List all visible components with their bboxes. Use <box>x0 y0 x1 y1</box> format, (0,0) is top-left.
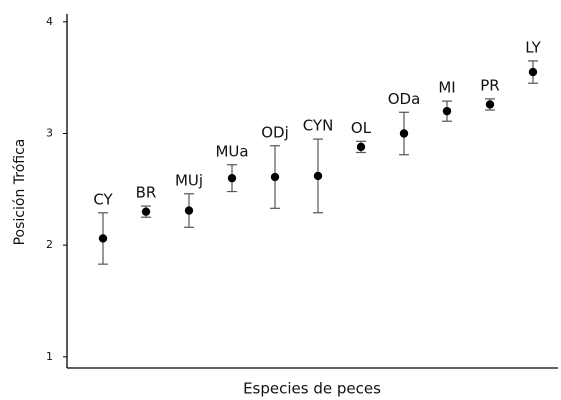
point <box>313 171 323 181</box>
point-label: ODa <box>388 90 421 108</box>
point-label: LY <box>525 38 541 56</box>
point <box>184 206 194 215</box>
point-label: MUa <box>215 142 248 160</box>
point-label: PR <box>480 76 499 94</box>
point <box>485 100 495 109</box>
point <box>399 129 409 138</box>
point-label: MUj <box>175 171 203 189</box>
y-tick-label: 2 <box>46 238 53 251</box>
y-tick-label: 3 <box>46 126 53 139</box>
point <box>442 106 452 116</box>
point <box>528 67 538 77</box>
y-tick-label: 1 <box>46 350 53 363</box>
point-label: CY <box>93 190 113 208</box>
y-tick-label: 4 <box>46 15 53 28</box>
point <box>141 207 151 216</box>
point <box>227 173 237 183</box>
point <box>356 142 366 152</box>
y-axis-label: Posición Trófica <box>12 139 28 246</box>
point-label: ODj <box>261 123 289 141</box>
point-label: CYN <box>303 117 334 135</box>
point-label: OL <box>351 119 372 137</box>
point-label: BR <box>136 184 157 202</box>
point <box>98 234 108 243</box>
point <box>270 172 280 182</box>
x-axis-label: Especies de peces <box>243 380 381 398</box>
point-label: MI <box>438 79 455 97</box>
